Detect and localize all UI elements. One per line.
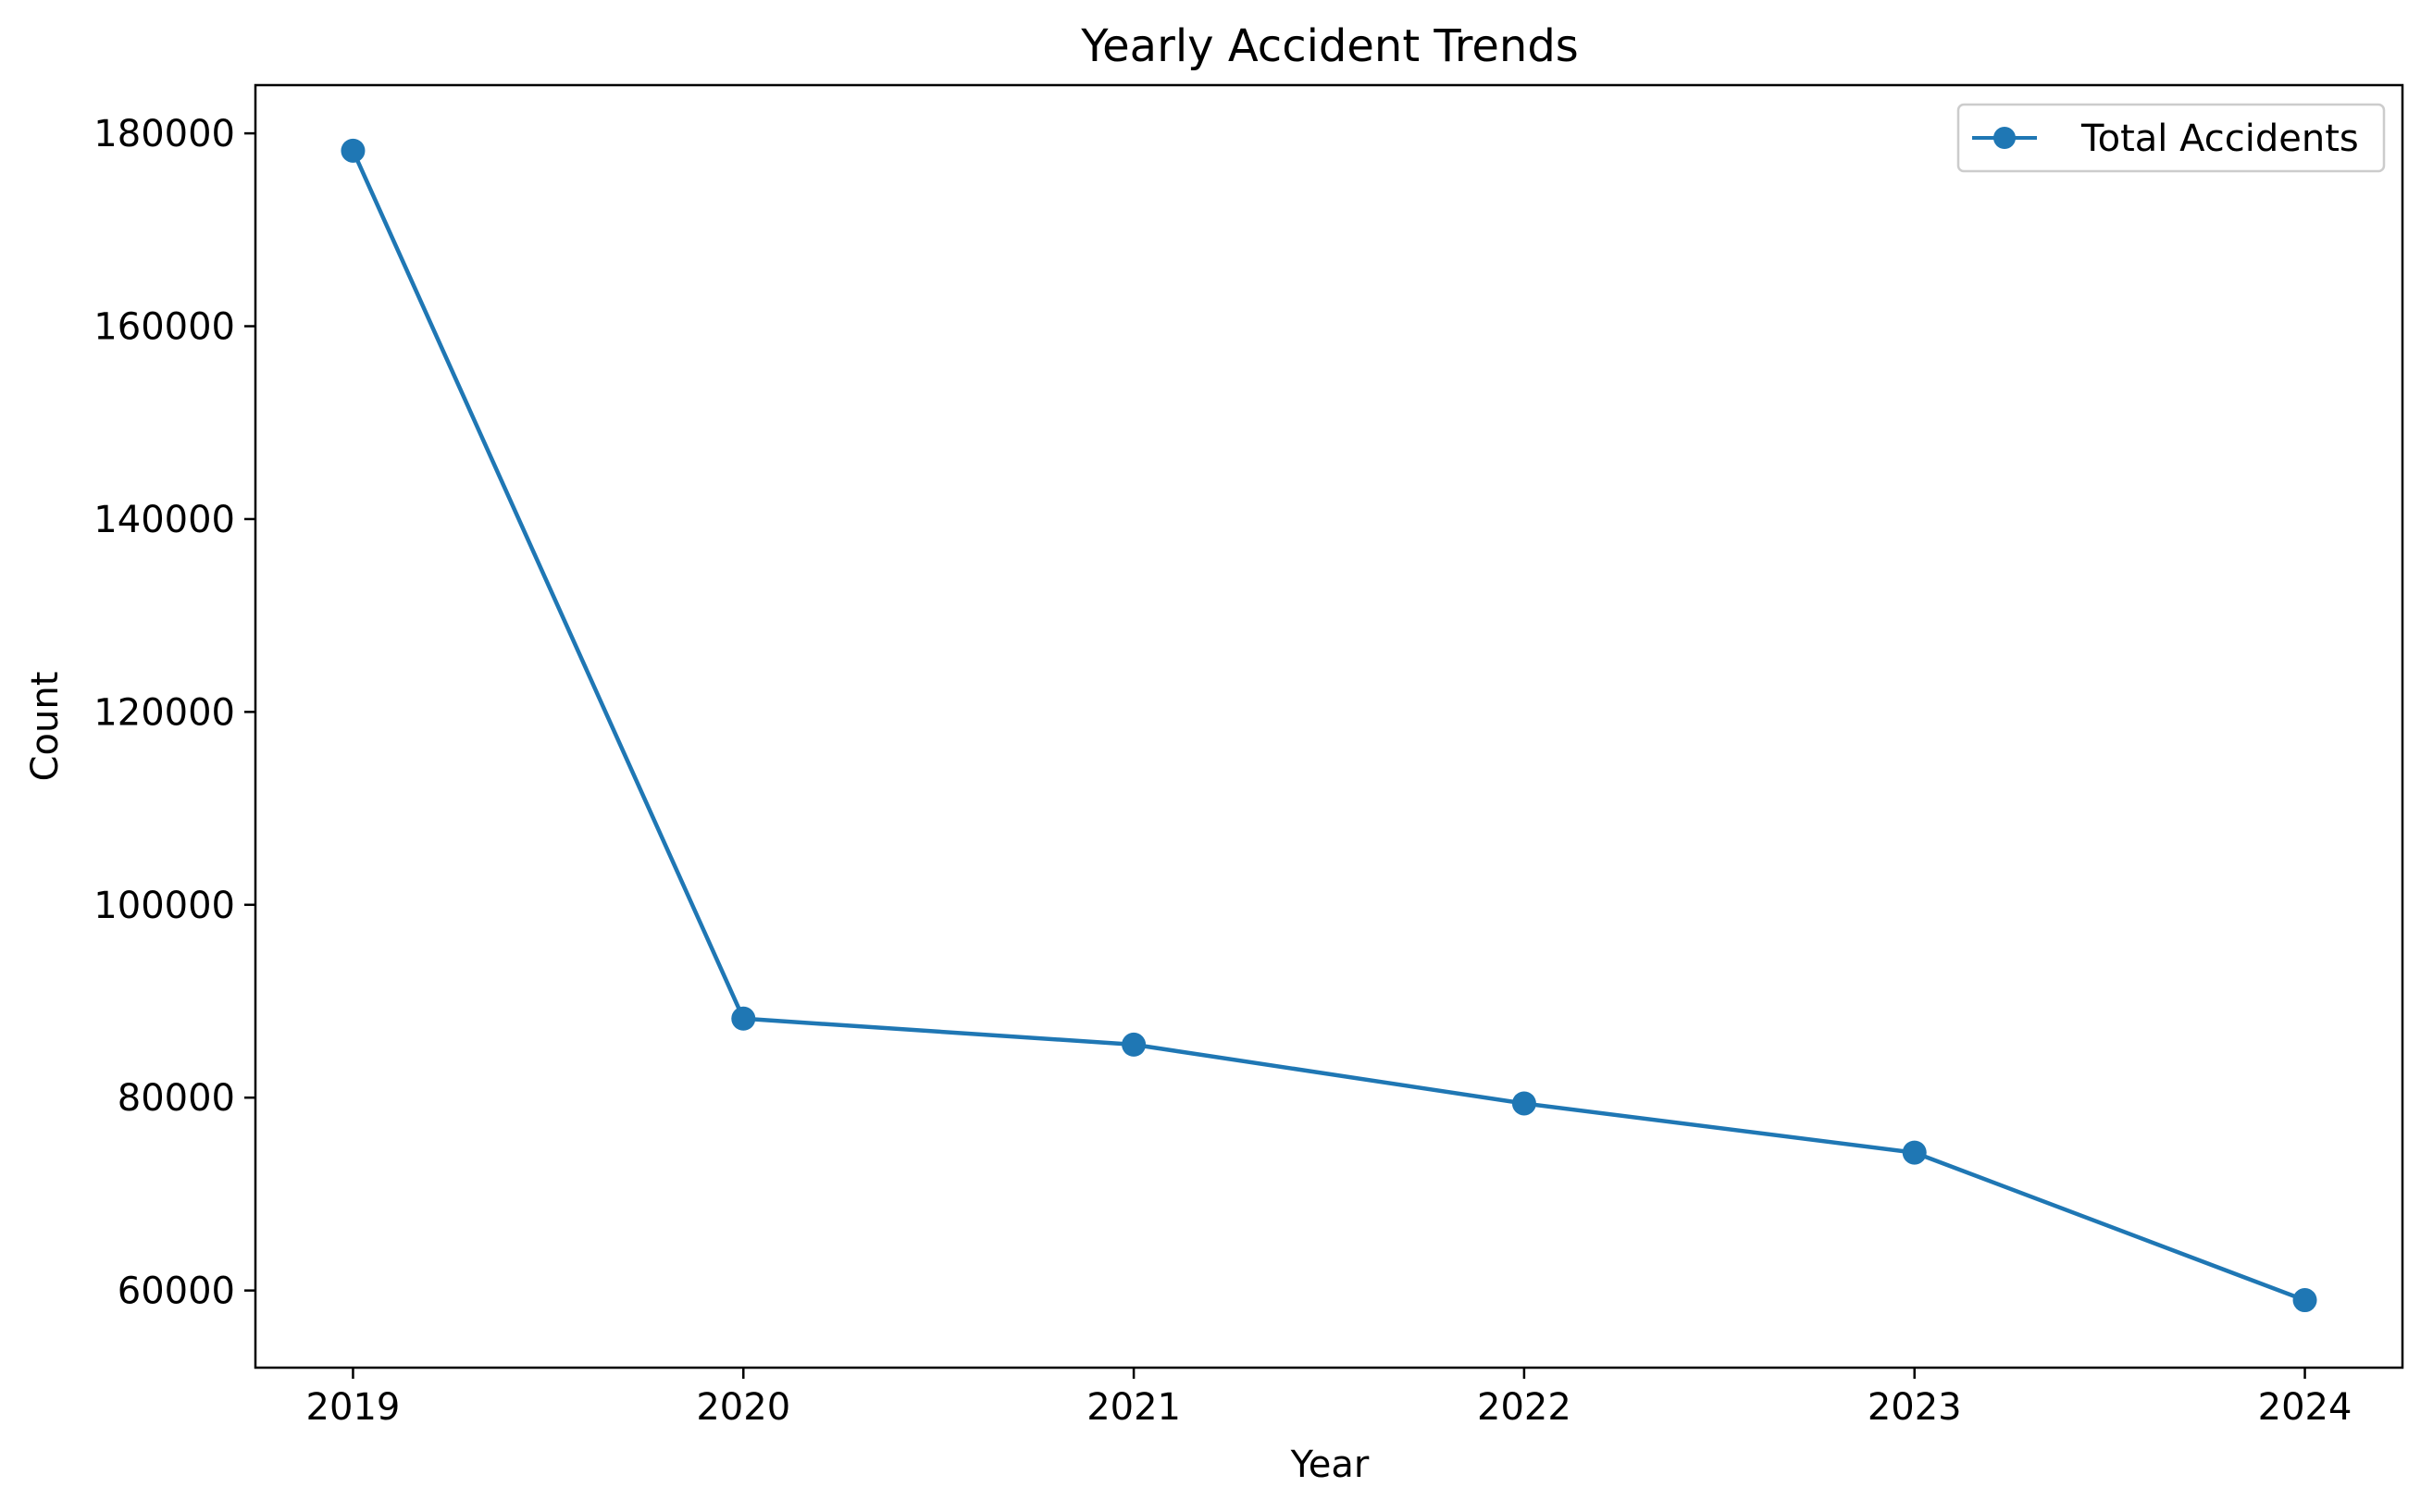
x-axis-title: Year	[1290, 1444, 1370, 1486]
series-line	[350, 147, 2308, 1304]
y-axis: 60000 80000 100000 120000 140000 160000 180000	[93, 113, 255, 1313]
x-axis: 2019 2020 2021 2022 2023 2024	[306, 1368, 2352, 1429]
data-point	[341, 138, 366, 163]
data-point	[731, 1006, 756, 1031]
x-tick-label: 2019	[306, 1386, 401, 1429]
legend-box	[1956, 103, 2386, 173]
y-tick-label: 160000	[93, 306, 235, 349]
y-tick-label: 180000	[93, 113, 235, 155]
legend-marker-sample	[1993, 127, 2016, 149]
y-tick-label: 140000	[93, 499, 235, 541]
y-tick-label: 120000	[93, 691, 235, 734]
x-tick-label: 2022	[1477, 1386, 1571, 1429]
x-tick-label: 2021	[1086, 1386, 1181, 1429]
x-tick-label: 2023	[1868, 1386, 1962, 1429]
series-layer	[341, 138, 2317, 1313]
y-tick-label: 100000	[93, 885, 235, 927]
data-point	[1511, 1091, 1536, 1116]
plot-area: 2019 2020 2021 2022 2023 2024 60000 80000 10000…	[93, 83, 2404, 1429]
legend: Total Accidents	[1956, 103, 2386, 173]
data-point	[1122, 1032, 1147, 1057]
legend-label: Total Accidents	[2080, 118, 2359, 160]
chart-title: Yearly Accident Trends	[1080, 20, 1579, 72]
data-point	[2292, 1288, 2317, 1313]
y-axis-title: Count	[24, 672, 67, 782]
axes-frame	[254, 83, 2404, 1369]
data-point	[1902, 1140, 1927, 1165]
y-tick-label: 60000	[118, 1270, 235, 1313]
x-tick-label: 2024	[2258, 1386, 2352, 1429]
y-tick-label: 80000	[118, 1077, 235, 1120]
x-tick-label: 2020	[696, 1386, 790, 1429]
